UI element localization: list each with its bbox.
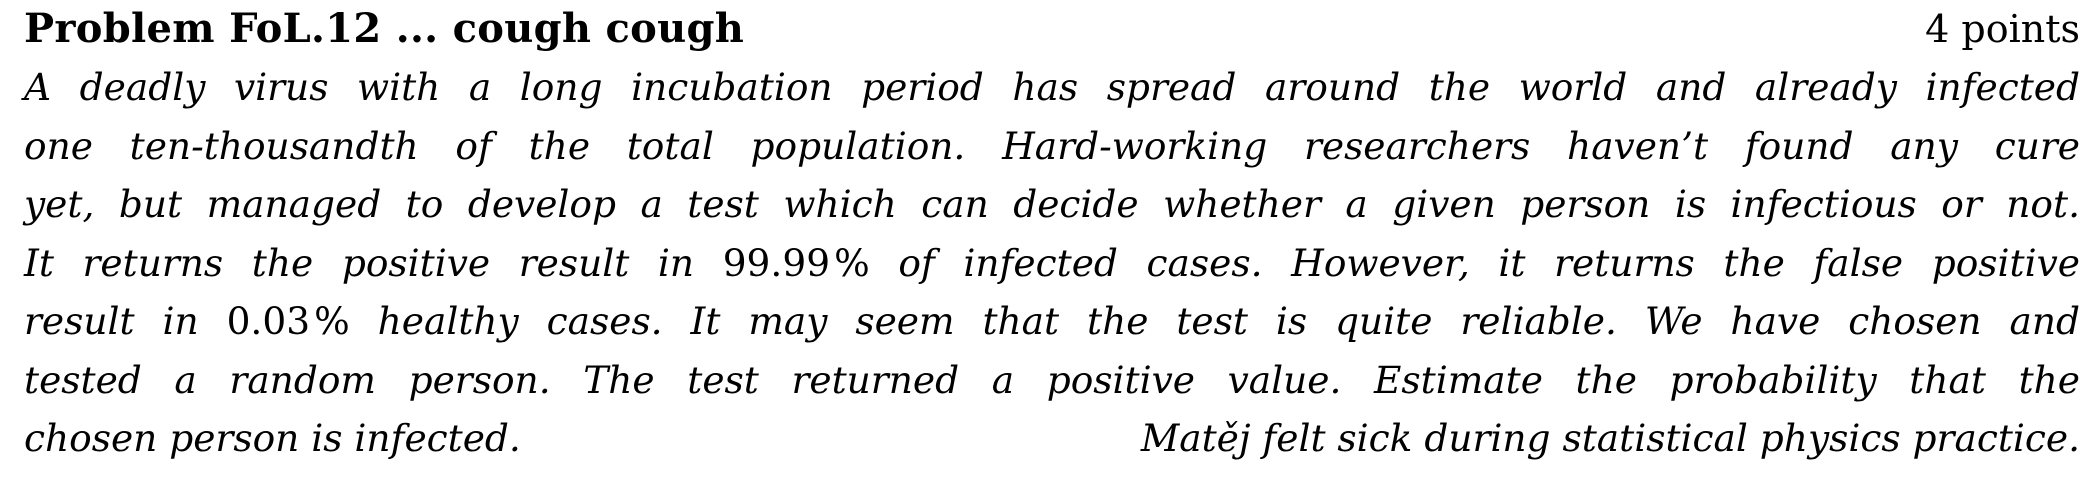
line-5-before: result in: [24, 299, 227, 343]
statement-line-2: one ten-thousandth of the total populati…: [24, 123, 2080, 168]
line-4-after: of infected cases. However, it returns t…: [869, 240, 2080, 285]
statement-line-4: It returns the positive result in 99.99%…: [24, 234, 2080, 293]
infected-detection-rate: 99.99: [722, 240, 831, 285]
author-note: Matěj felt sick during statistical physi…: [1140, 416, 2080, 460]
problem-statement: A deadly virus with a long incubation pe…: [24, 58, 2080, 468]
problem-title: Problem FoL.12 ... cough cough: [24, 5, 745, 52]
statement-line-3: yet, but managed to develop a test which…: [24, 182, 2080, 226]
problem-points: 4 points: [1925, 7, 2080, 51]
false-positive-rate: 0.03: [226, 299, 311, 343]
statement-line-1: A deadly virus with a long incubation pe…: [24, 65, 2080, 109]
statement-line-6: tested a random person. The test returne…: [24, 357, 2080, 402]
statement-final-text: chosen person is infected.: [24, 416, 521, 460]
statement-line-7: chosen person is infected. Matěj felt si…: [24, 409, 2080, 468]
infected-detection-unit: %: [834, 240, 870, 285]
line-5-after: healthy cases. It may seem that the test…: [349, 299, 2080, 343]
problem-header: Problem FoL.12 ... cough cough 4 points: [24, 0, 2080, 58]
problem-page: Problem FoL.12 ... cough cough 4 points …: [24, 0, 2080, 468]
false-positive-unit: %: [314, 299, 350, 343]
statement-line-5: result in 0.03% healthy cases. It may se…: [24, 292, 2080, 351]
line-4-before: It returns the positive result in: [24, 240, 723, 285]
